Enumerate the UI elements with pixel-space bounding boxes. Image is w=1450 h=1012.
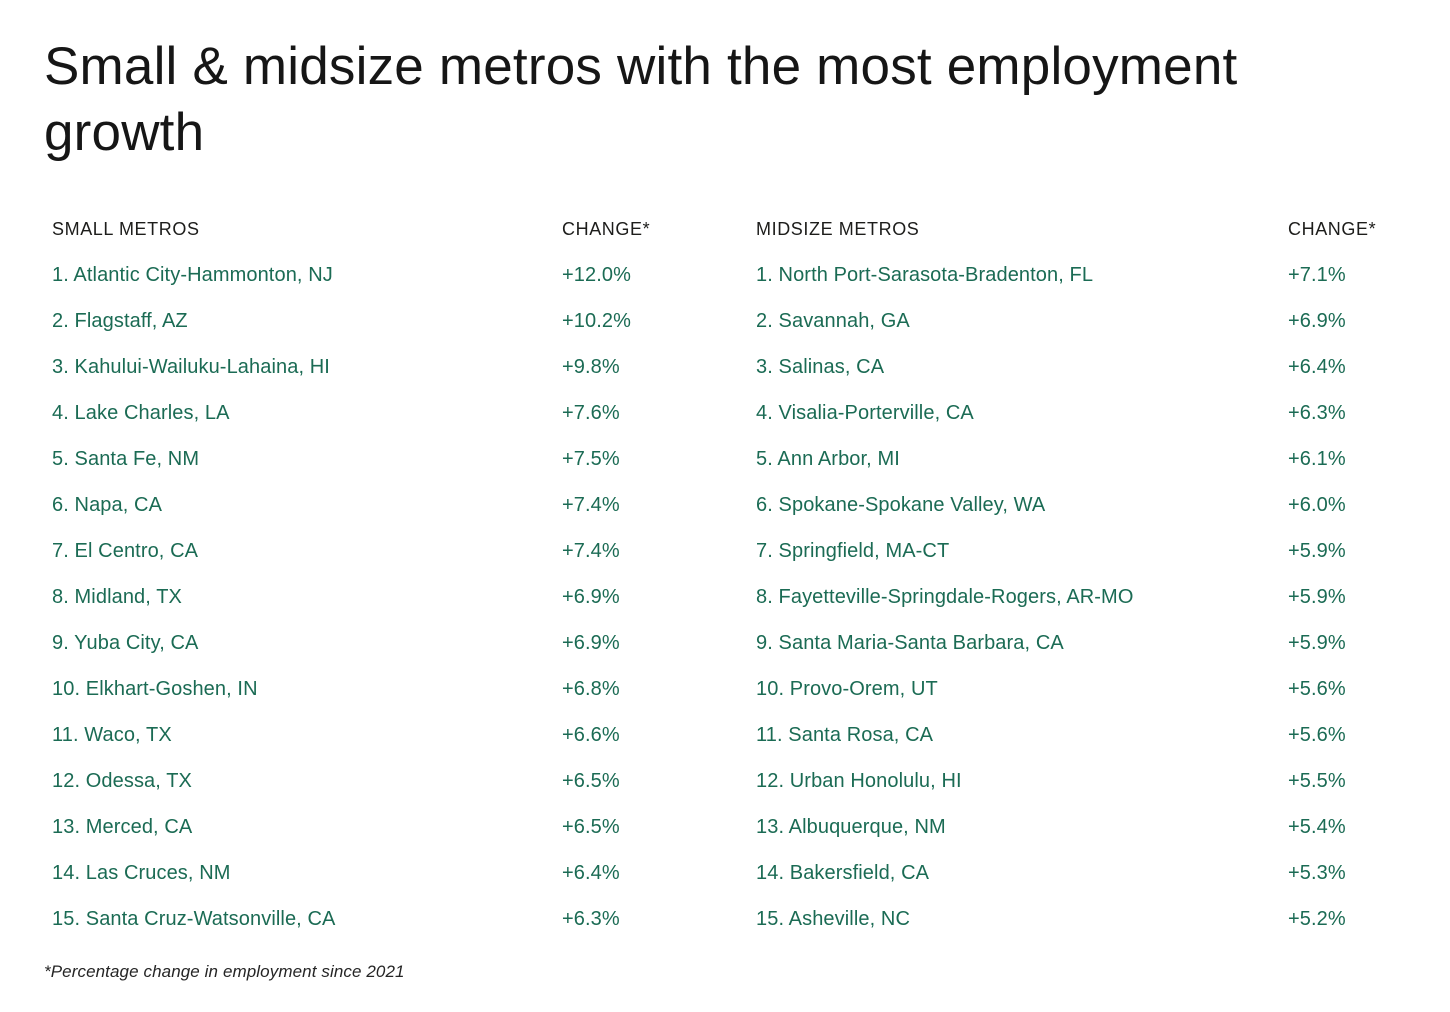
small-metro-cell: 12. Odessa, TX — [52, 769, 192, 792]
midsize-metro-cell: 12. Urban Honolulu, HI — [756, 769, 962, 792]
small-metro-change-cell: +6.9% — [562, 585, 620, 608]
midsize-metros-change-column-header: CHANGE* — [1288, 218, 1377, 239]
small-metro-cell: 6. Napa, CA — [52, 493, 163, 516]
small-metro-change-cell: +12.0% — [562, 263, 631, 286]
small-metro-change-cell: +7.4% — [562, 493, 620, 516]
small-metros-change-column-header: CHANGE* — [562, 218, 651, 239]
midsize-metro-change-cell: +5.5% — [1288, 769, 1346, 792]
small-metro-change-cell: +7.4% — [562, 539, 620, 562]
footnote: *Percentage change in employment since 2… — [44, 962, 405, 981]
midsize-metro-change-cell: +5.6% — [1288, 723, 1346, 746]
midsize-metro-change-cell: +5.9% — [1288, 631, 1346, 654]
midsize-metro-change-cell: +6.4% — [1288, 355, 1346, 378]
small-metro-cell: 1. Atlantic City-Hammonton, NJ — [52, 263, 333, 286]
midsize-metro-change-cell: +6.3% — [1288, 401, 1346, 424]
midsize-metro-change-cell: +5.3% — [1288, 861, 1346, 884]
midsize-metro-cell: 3. Salinas, CA — [756, 355, 885, 378]
midsize-metro-cell: 5. Ann Arbor, MI — [756, 447, 900, 470]
midsize-metro-change-cell: +5.9% — [1288, 539, 1346, 562]
small-metro-cell: 4. Lake Charles, LA — [52, 401, 230, 424]
midsize-metro-change-cell: +7.1% — [1288, 263, 1346, 286]
midsize-metro-cell: 7. Springfield, MA-CT — [756, 539, 950, 562]
midsize-metro-change-cell: +6.1% — [1288, 447, 1346, 470]
midsize-metro-change-cell: +5.6% — [1288, 677, 1346, 700]
midsize-metro-cell: 4. Visalia-Porterville, CA — [756, 401, 974, 424]
small-metro-change-cell: +6.4% — [562, 861, 620, 884]
metros-grid: SMALL METROS CHANGE* MIDSIZE METROS CHAN… — [52, 206, 1410, 942]
small-metro-cell: 11. Waco, TX — [52, 723, 172, 746]
small-metro-change-cell: +7.5% — [562, 447, 620, 470]
midsize-metros-column-header: MIDSIZE METROS — [756, 218, 920, 239]
midsize-metro-cell: 2. Savannah, GA — [756, 309, 910, 332]
midsize-metro-cell: 13. Albuquerque, NM — [756, 815, 946, 838]
small-metro-cell: 8. Midland, TX — [52, 585, 182, 608]
small-metro-cell: 9. Yuba City, CA — [52, 631, 199, 654]
midsize-metro-cell: 6. Spokane-Spokane Valley, WA — [756, 493, 1046, 516]
midsize-metro-change-cell: +5.9% — [1288, 585, 1346, 608]
small-metro-change-cell: +10.2% — [562, 309, 631, 332]
small-metros-column-header: SMALL METROS — [52, 218, 200, 239]
midsize-metro-change-cell: +6.9% — [1288, 309, 1346, 332]
small-metro-cell: 15. Santa Cruz-Watsonville, CA — [52, 907, 336, 930]
midsize-metro-cell: 10. Provo-Orem, UT — [756, 677, 938, 700]
midsize-metro-cell: 8. Fayetteville-Springdale-Rogers, AR-MO — [756, 585, 1134, 608]
small-metro-cell: 7. El Centro, CA — [52, 539, 199, 562]
midsize-metro-change-cell: +5.4% — [1288, 815, 1346, 838]
small-metro-change-cell: +6.9% — [562, 631, 620, 654]
small-metro-cell: 13. Merced, CA — [52, 815, 193, 838]
midsize-metro-change-cell: +6.0% — [1288, 493, 1346, 516]
midsize-metro-cell: 1. North Port-Sarasota-Bradenton, FL — [756, 263, 1094, 286]
small-metro-change-cell: +6.6% — [562, 723, 620, 746]
small-metro-cell: 10. Elkhart-Goshen, IN — [52, 677, 258, 700]
midsize-metro-cell: 14. Bakersfield, CA — [756, 861, 930, 884]
midsize-metro-cell: 9. Santa Maria-Santa Barbara, CA — [756, 631, 1064, 654]
page-title: Small & midsize metros with the most emp… — [44, 37, 1238, 162]
small-metro-change-cell: +6.5% — [562, 769, 620, 792]
small-metro-cell: 5. Santa Fe, NM — [52, 447, 200, 470]
small-metro-change-cell: +6.5% — [562, 815, 620, 838]
small-metro-cell: 2. Flagstaff, AZ — [52, 309, 188, 332]
small-metro-change-cell: +7.6% — [562, 401, 620, 424]
small-metro-cell: 14. Las Cruces, NM — [52, 861, 231, 884]
midsize-metro-cell: 15. Asheville, NC — [756, 907, 910, 930]
midsize-metro-cell: 11. Santa Rosa, CA — [756, 723, 934, 746]
small-metro-change-cell: +6.3% — [562, 907, 620, 930]
small-metro-change-cell: +6.8% — [562, 677, 620, 700]
small-metro-cell: 3. Kahului-Wailuku-Lahaina, HI — [52, 355, 330, 378]
small-metro-change-cell: +9.8% — [562, 355, 620, 378]
midsize-metro-change-cell: +5.2% — [1288, 907, 1346, 930]
